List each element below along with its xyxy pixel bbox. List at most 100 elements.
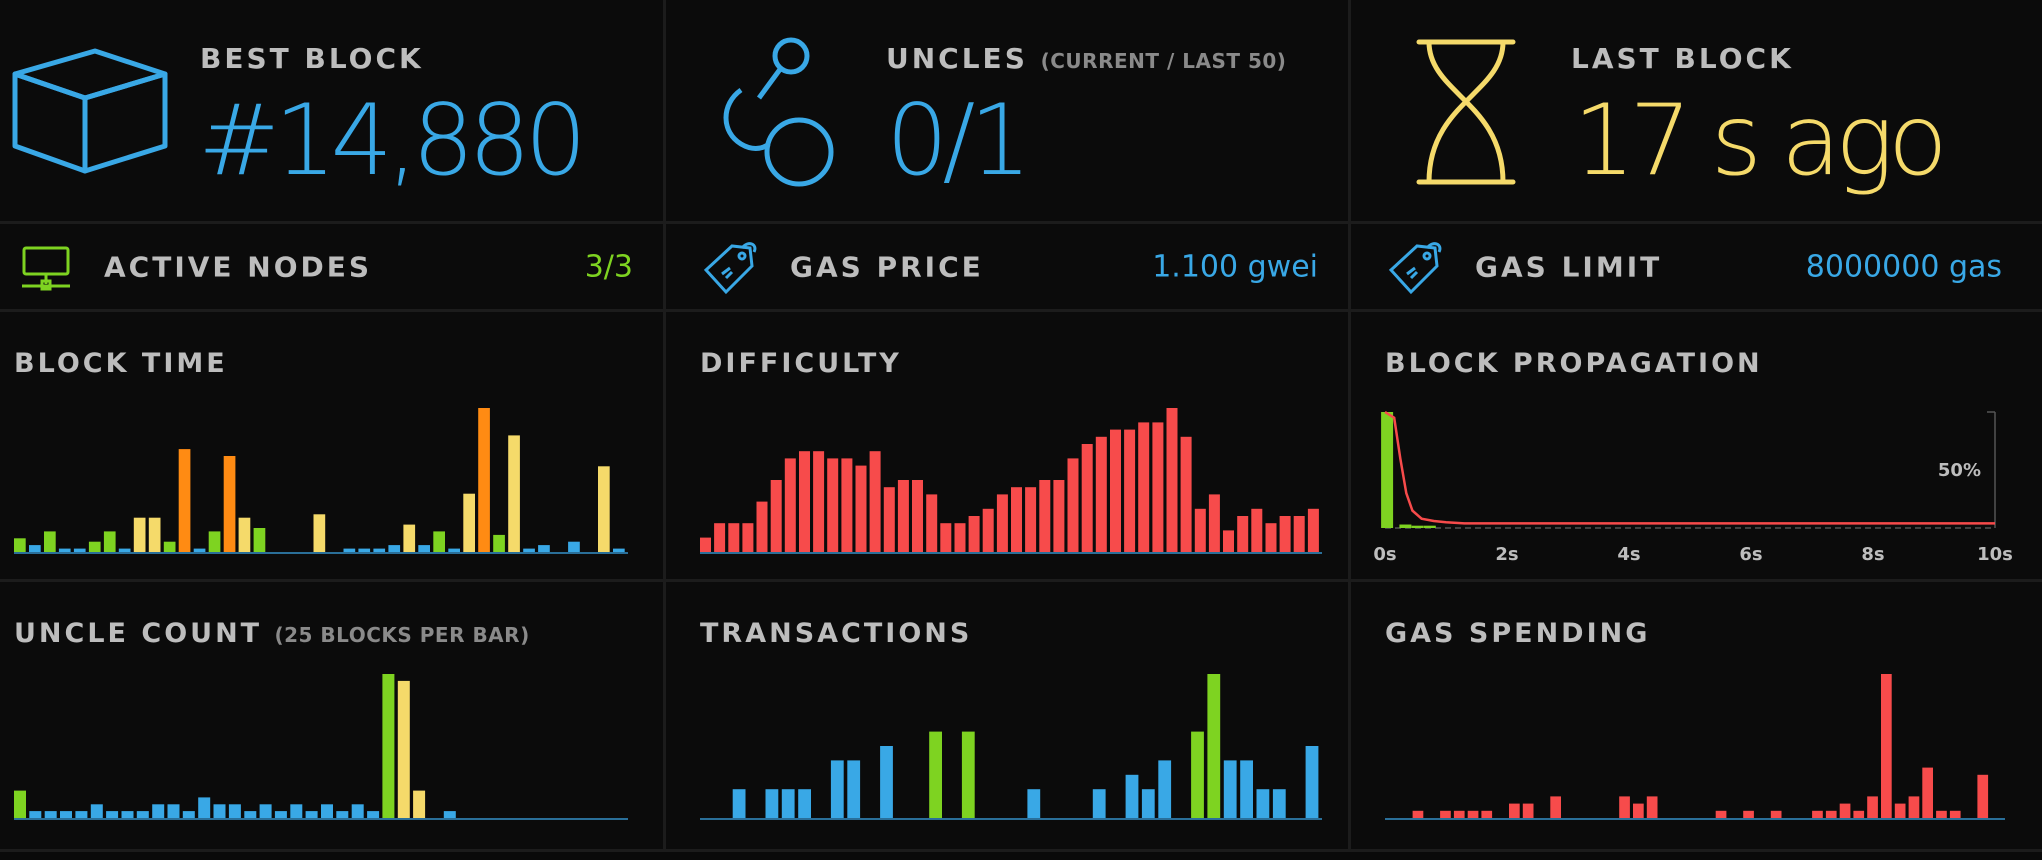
bar: [1743, 810, 1754, 818]
bar: [213, 804, 226, 818]
bar: [1853, 810, 1865, 818]
bar: [1237, 516, 1249, 552]
best-block-panel: BEST BLOCK #14,880: [0, 0, 666, 224]
bar: [1223, 530, 1234, 552]
bar: [568, 541, 580, 552]
block-time-title: BLOCK TIME: [14, 348, 228, 379]
bar: [152, 804, 165, 818]
uncle-count-chart: [14, 674, 628, 820]
bar: [1619, 796, 1630, 818]
uncles-subtitle: (CURRENT / LAST 50): [1040, 49, 1287, 73]
bar: [897, 480, 909, 552]
bar: [1141, 789, 1155, 818]
bar: [1265, 523, 1277, 552]
bar: [728, 523, 740, 552]
bar: [880, 746, 893, 818]
bar: [14, 790, 26, 818]
bar: [336, 811, 349, 818]
bar: [523, 548, 535, 552]
bar: [830, 760, 844, 818]
bar: [163, 541, 176, 552]
uncles-value: 0/1: [886, 84, 1032, 198]
bar: [1307, 508, 1319, 552]
bar: [1399, 524, 1412, 528]
bar: [198, 797, 211, 818]
bar: [1922, 767, 1933, 818]
bar: [321, 804, 333, 818]
bar: [60, 811, 72, 818]
bar: [1770, 810, 1782, 818]
best-block-title: BEST BLOCK: [200, 42, 424, 75]
bar: [351, 804, 364, 818]
bar: [929, 731, 942, 818]
bar: [106, 811, 119, 818]
bar: [58, 548, 71, 552]
bar: [1039, 480, 1051, 552]
bar: [1138, 422, 1150, 552]
gas-price-label: GAS PRICE: [790, 250, 984, 283]
bar: [1095, 436, 1107, 552]
bar: [290, 804, 303, 818]
bar: [968, 516, 980, 552]
bar: [433, 531, 445, 552]
block-time-panel: BLOCK TIME: [0, 312, 666, 582]
difficulty-chart: [700, 408, 1322, 554]
bar: [538, 545, 550, 552]
y-tick-label: 50%: [1938, 460, 1981, 481]
bar: [148, 517, 161, 552]
bar: [382, 674, 395, 818]
bar: [208, 531, 221, 552]
bar: [136, 811, 149, 818]
x-tick-label: 4s: [1617, 544, 1640, 565]
bar: [1867, 796, 1878, 818]
bar: [799, 451, 810, 552]
last-block-panel: LAST BLOCK 17 s ago: [1351, 0, 2042, 224]
gas-limit-value: 8000000 gas: [1805, 249, 2002, 284]
x-tick-label: 8s: [1861, 544, 1884, 565]
bar: [103, 531, 116, 552]
bar: [847, 760, 861, 818]
bar: [508, 435, 520, 552]
bar: [73, 548, 86, 552]
difficulty-title: DIFFICULTY: [700, 348, 902, 379]
bar: [1027, 789, 1041, 818]
uncles-title: UNCLES (CURRENT / LAST 50): [886, 42, 1286, 75]
bar: [855, 465, 867, 552]
bar: [373, 548, 386, 552]
bar: [1411, 525, 1424, 528]
bar: [367, 811, 380, 818]
bar: [912, 480, 923, 552]
bar: [982, 508, 994, 552]
bar: [1251, 508, 1263, 552]
transactions-title: TRANSACTIONS: [700, 618, 973, 649]
bar: [443, 811, 456, 818]
bar: [1949, 810, 1961, 818]
tag-icon: [703, 242, 757, 295]
bar: [358, 548, 371, 552]
bar: [954, 523, 966, 552]
bar: [75, 811, 88, 818]
bar: [827, 458, 839, 552]
bar: [29, 811, 42, 818]
bar: [813, 451, 825, 552]
bar: [598, 466, 610, 552]
bar: [1936, 810, 1947, 818]
bar: [1011, 487, 1022, 552]
x-tick-label: 10s: [1977, 544, 2013, 565]
bar: [798, 789, 811, 818]
block-propagation-chart: 50% 0s 2s 4s 6s 8s 10s: [1373, 410, 2013, 565]
bar: [1305, 746, 1319, 818]
bar: [770, 480, 782, 552]
bar: [781, 789, 795, 818]
bar: [1908, 796, 1920, 818]
bar: [883, 487, 895, 552]
best-block-value: #14,880: [198, 84, 587, 198]
gas-price-value: 1.100 gwei: [1152, 249, 1318, 284]
bar: [1125, 774, 1139, 818]
x-tick-label: 6s: [1739, 544, 1762, 565]
bar: [1207, 674, 1221, 818]
bar: [388, 545, 401, 552]
bar: [253, 528, 266, 552]
bar: [1194, 508, 1206, 552]
